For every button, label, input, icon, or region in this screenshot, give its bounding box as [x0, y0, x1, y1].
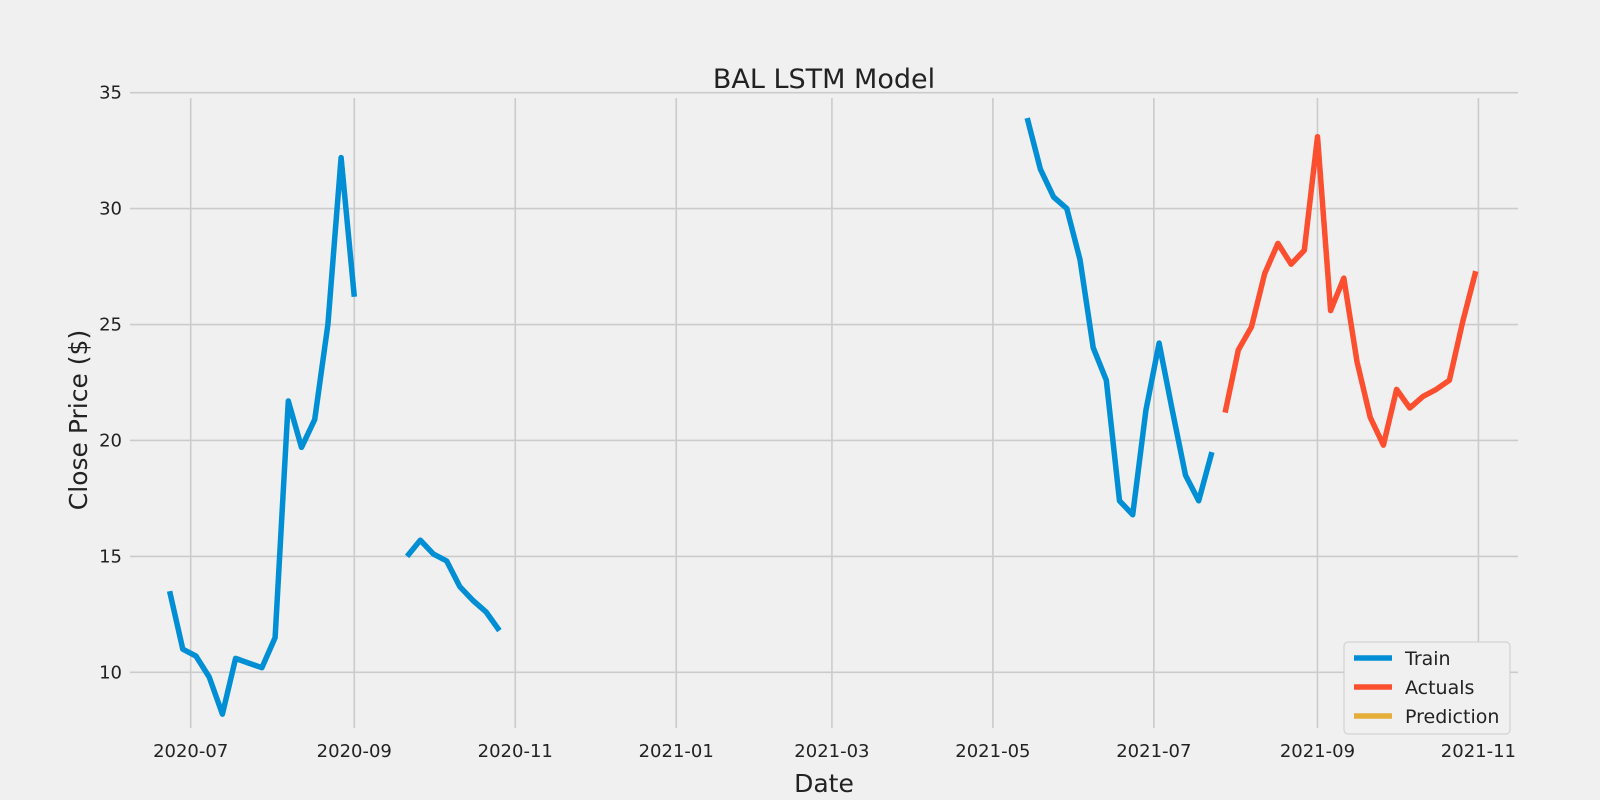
series-line-train [1024, 117, 1215, 518]
y-axis-label: Close Price ($) [64, 330, 93, 510]
series-layer [166, 117, 1479, 717]
legend-label-prediction: Prediction [1405, 706, 1499, 728]
x-tick-label: 2021-01 [639, 741, 714, 762]
plot-area [130, 88, 1518, 728]
x-tick-label: 2021-05 [955, 741, 1030, 762]
series-line-train [404, 537, 502, 633]
y-tick-label: 30 [99, 199, 122, 220]
legend: Train Actuals Prediction [1343, 641, 1511, 735]
y-tick-label: 15 [99, 546, 122, 567]
legend-frame [1343, 641, 1511, 735]
legend-label-actuals: Actuals [1405, 677, 1474, 699]
x-tick-label: 2020-09 [317, 741, 392, 762]
horizontal-gridlines [130, 91, 1518, 674]
y-tick-label: 20 [99, 430, 122, 451]
x-tick-label: 2020-07 [153, 741, 228, 762]
y-tick-label: 35 [99, 83, 122, 104]
y-axis-tick-labels: 10 15 20 25 30 35 [99, 83, 122, 684]
x-tick-label: 2021-11 [1441, 741, 1516, 762]
y-tick-label: 10 [99, 662, 122, 683]
y-tick-label: 25 [99, 315, 122, 336]
chart-title: BAL LSTM Model [713, 64, 935, 95]
series-line-actuals [1222, 133, 1479, 448]
x-axis-label: Date [794, 769, 854, 798]
series-line-train [166, 154, 358, 717]
x-tick-label: 2021-03 [794, 741, 869, 762]
x-tick-label: 2020-11 [478, 741, 553, 762]
vertical-gridlines [189, 98, 1480, 728]
x-axis-tick-labels: 2020-07 2020-09 2020-11 2021-01 2021-03 2021-… [153, 741, 1516, 762]
x-tick-label: 2021-07 [1116, 741, 1191, 762]
x-tick-label: 2021-09 [1280, 741, 1355, 762]
legend-label-train: Train [1404, 648, 1451, 670]
